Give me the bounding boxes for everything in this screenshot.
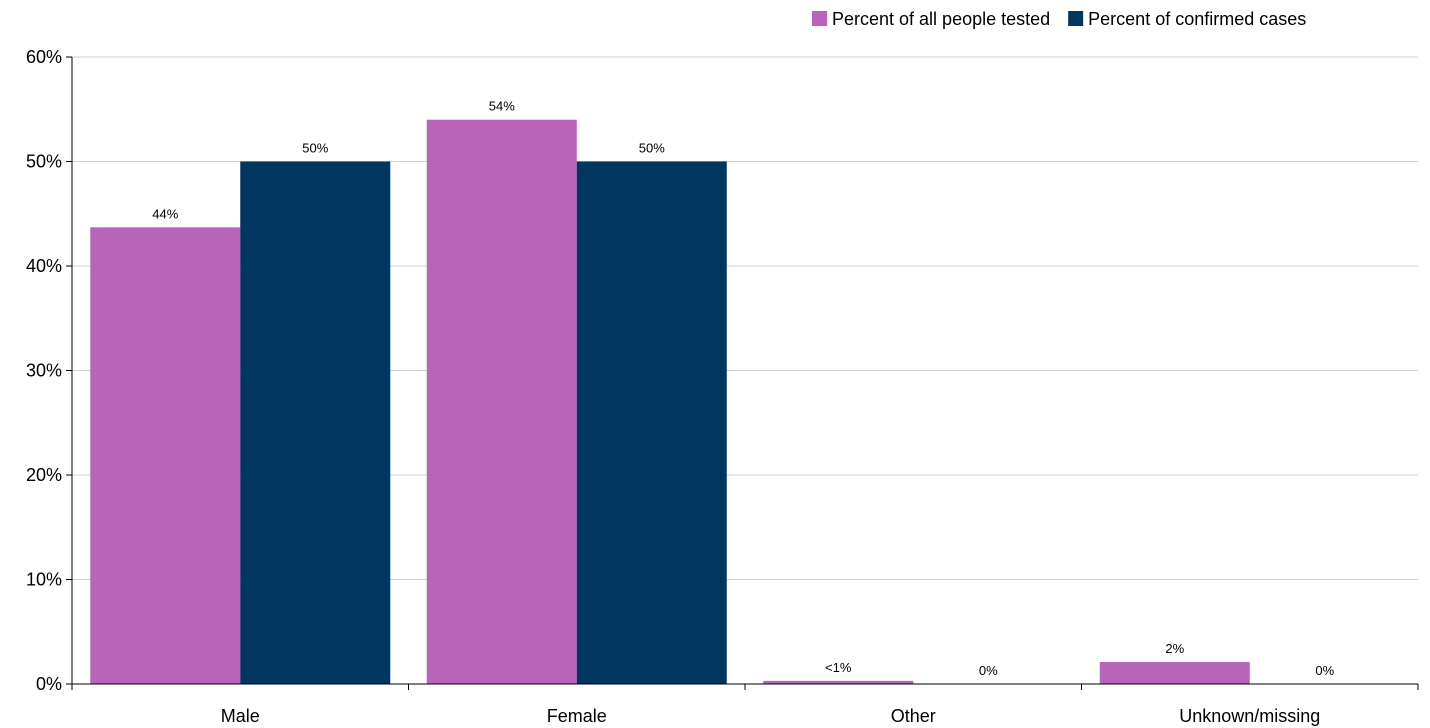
data-label: 50% xyxy=(302,141,328,156)
y-tick-label: 0% xyxy=(36,674,62,694)
x-tick-label: Other xyxy=(891,706,936,726)
data-label: 0% xyxy=(1315,663,1334,678)
bar xyxy=(763,680,914,684)
x-tick-label: Female xyxy=(547,706,607,726)
bar xyxy=(426,119,577,684)
y-tick-label: 50% xyxy=(26,152,62,172)
x-axis-ticks: Male Female Other Unknown/missing xyxy=(71,684,1419,726)
data-label: 54% xyxy=(489,99,515,114)
legend-label: Percent of all people tested xyxy=(832,9,1050,29)
y-tick-label: 10% xyxy=(26,570,62,590)
bar xyxy=(90,227,241,684)
y-axis-ticks: 0% 10% 20% 30% 40% 50% 60% xyxy=(26,47,72,694)
data-label: 0% xyxy=(979,663,998,678)
bars xyxy=(90,119,1250,684)
y-tick-label: 60% xyxy=(26,47,62,67)
bar xyxy=(1099,662,1250,684)
legend-swatch xyxy=(1068,11,1084,26)
data-labels: 44% 54% <1% 2% 50% 50% 0% 0% xyxy=(152,99,1334,678)
data-label: 50% xyxy=(639,141,665,156)
legend-label: Percent of confirmed cases xyxy=(1088,9,1306,29)
legend: Percent of all people tested Percent of c… xyxy=(812,9,1306,29)
data-label: <1% xyxy=(825,660,852,675)
bar xyxy=(576,161,727,684)
y-tick-label: 40% xyxy=(26,256,62,276)
data-label: 2% xyxy=(1165,641,1184,656)
x-tick-label: Unknown/missing xyxy=(1179,706,1320,726)
y-tick-label: 20% xyxy=(26,465,62,485)
x-tick-label: Male xyxy=(221,706,260,726)
data-label: 44% xyxy=(152,206,178,221)
legend-swatch xyxy=(812,11,827,26)
y-tick-label: 30% xyxy=(26,361,62,381)
bar xyxy=(240,161,391,684)
